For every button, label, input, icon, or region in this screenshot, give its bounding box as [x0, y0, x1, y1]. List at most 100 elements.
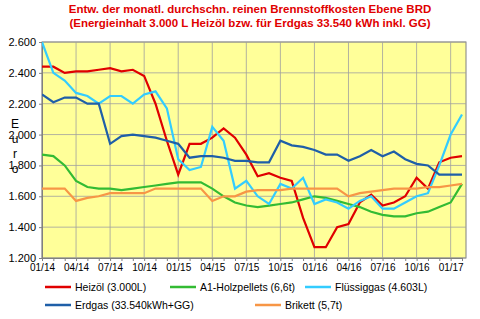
plot-area [42, 42, 466, 258]
x-tick: 10/15 [268, 258, 293, 273]
grid-line [110, 42, 111, 258]
x-tick: 01/16 [302, 258, 327, 273]
x-tick-mark [394, 258, 395, 261]
x-tick [201, 258, 202, 261]
x-tick-mark [439, 258, 440, 261]
x-tick: 07/16 [371, 258, 396, 273]
grid-line [42, 72, 466, 73]
y-tick: 1.600 [8, 190, 42, 202]
x-tick-mark [65, 258, 66, 261]
x-tick-mark [371, 258, 372, 261]
x-tick: 04/16 [336, 258, 361, 273]
x-tick [224, 258, 225, 261]
x-tick [133, 258, 134, 261]
x-tick-mark [42, 258, 43, 261]
x-tick-mark [462, 258, 463, 261]
legend-label: Flüssiggas (4.603L) [335, 281, 427, 293]
grid-line [246, 42, 247, 258]
x-tick [326, 258, 327, 261]
legend-item: Flüssiggas (4.603L) [305, 281, 427, 293]
x-tick-mark [167, 258, 168, 261]
chart: Entw. der monatl. durchschn. reinen Bren… [0, 0, 480, 319]
x-tick: 10/14 [132, 258, 157, 273]
x-tick-label: 10/14 [132, 262, 157, 273]
grid-line [382, 42, 383, 258]
y-tick-mark [39, 135, 42, 136]
x-tick [371, 258, 372, 261]
y-label: Euro [11, 117, 19, 176]
grid-line [178, 42, 179, 258]
legend-swatch [45, 304, 71, 307]
grid-line [42, 227, 466, 228]
y-axis: 1.2001.4001.6001.8002.0002.2002.4002.600 [8, 36, 42, 264]
legend-item: Brikett (5,7t) [255, 299, 342, 311]
grid-line [42, 42, 466, 43]
x-axis-line [43, 259, 463, 262]
grid-line [280, 42, 281, 258]
grid-line [416, 42, 417, 258]
y-tick-mark [39, 42, 42, 43]
x-tick [235, 258, 236, 261]
legend-item: A1-Holzpellets (6,6t) [170, 281, 295, 293]
x-tick-mark [269, 258, 270, 261]
x-tick [65, 258, 66, 261]
grid [42, 42, 466, 258]
x-tick-mark [87, 258, 88, 261]
x-tick [87, 258, 88, 261]
x-tick-mark [417, 258, 418, 261]
x-tick-mark [337, 258, 338, 261]
x-tick-label: 04/15 [200, 262, 225, 273]
x-tick-mark [99, 258, 100, 261]
x-tick-mark [383, 258, 384, 261]
x-tick [394, 258, 395, 261]
x-tick [53, 258, 54, 261]
x-tick [190, 258, 191, 261]
grid-line [42, 134, 466, 135]
x-tick [156, 258, 157, 261]
x-tick-mark [190, 258, 191, 261]
x-tick-mark [144, 258, 145, 261]
x-tick [439, 258, 440, 261]
x-tick: 07/15 [234, 258, 259, 273]
x-tick-label: 07/15 [234, 262, 259, 273]
legend-swatch [305, 286, 331, 289]
x-tick-label: 07/16 [371, 262, 396, 273]
x-tick-mark [348, 258, 349, 261]
x-tick-label: 04/14 [64, 262, 89, 273]
x-tick: 01/14 [30, 258, 55, 273]
x-tick [99, 258, 100, 261]
x-tick: 07/14 [98, 258, 123, 273]
legend-label: Brikett (5,7t) [285, 299, 342, 311]
x-tick: 01/17 [439, 258, 464, 273]
x-tick-mark [258, 258, 259, 261]
x-tick-mark [110, 258, 111, 261]
series-line [42, 184, 462, 201]
grid-line [42, 165, 466, 166]
x-tick-mark [201, 258, 202, 261]
x-axis: 01/1404/1407/1410/1401/1504/1507/1510/15… [30, 258, 464, 273]
x-tick-label: 01/17 [439, 262, 464, 273]
grid-line [76, 42, 77, 258]
x-tick: 04/15 [200, 258, 225, 273]
y-tick: 2.400 [8, 67, 42, 79]
legend-label: Erdgas (33.540kWh+GG) [75, 299, 194, 311]
y-tick-label: 1.600 [8, 190, 36, 202]
y-tick-mark [39, 165, 42, 166]
x-tick-label: 01/16 [302, 262, 327, 273]
y-tick: 2.600 [8, 36, 42, 48]
x-tick-label: 01/14 [30, 262, 55, 273]
x-tick [405, 258, 406, 261]
x-tick-mark [246, 258, 247, 261]
grid-line [42, 103, 466, 104]
x-tick-mark [178, 258, 179, 261]
x-tick [462, 258, 463, 261]
x-tick-mark [224, 258, 225, 261]
x-tick-mark [121, 258, 122, 261]
x-tick [121, 258, 122, 261]
y-tick-mark [39, 258, 42, 259]
x-tick-mark [133, 258, 134, 261]
x-tick-mark [303, 258, 304, 261]
y-tick: 1.400 [8, 221, 42, 233]
x-tick [428, 258, 429, 261]
legend-label: Heizöl (3.000L) [75, 281, 146, 293]
